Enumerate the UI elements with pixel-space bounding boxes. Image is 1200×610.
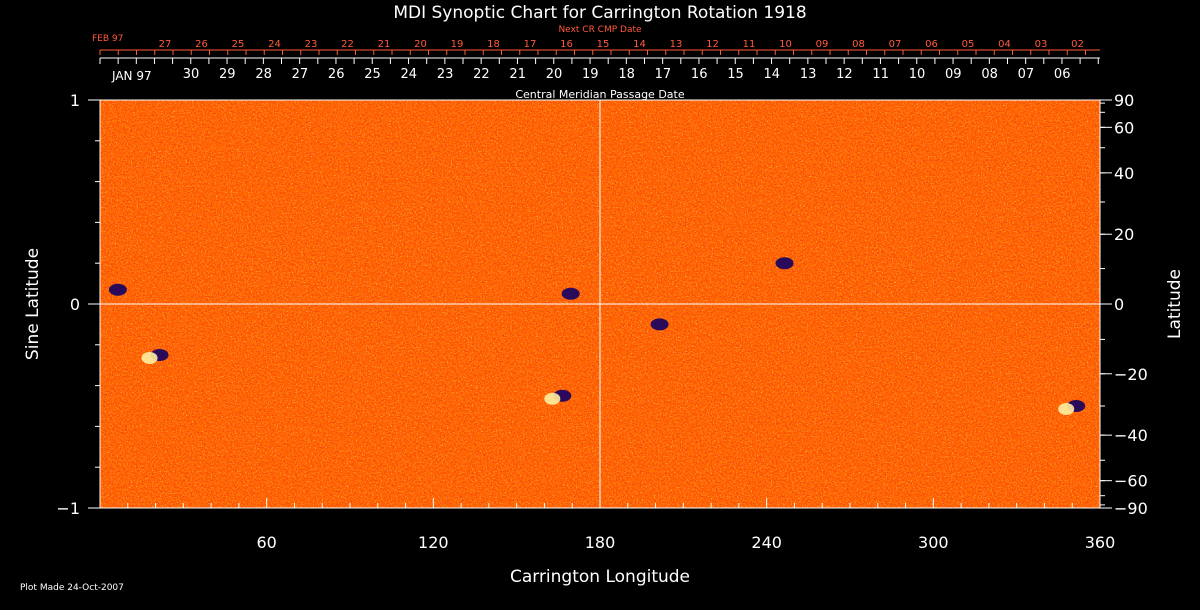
cmp-date-label: 29 xyxy=(219,67,236,82)
active-regions xyxy=(108,257,1086,415)
cmp-date-label: 24 xyxy=(401,67,418,82)
y-left-tick-label: 0 xyxy=(70,295,80,314)
next-cr-label: Next CR CMP Date xyxy=(558,25,642,35)
x-tick-label: 180 xyxy=(585,533,616,552)
next-cr-date-label: 06 xyxy=(925,39,938,50)
next-cr-date-label: 17 xyxy=(524,39,537,50)
cmp-date-label: 19 xyxy=(582,67,599,82)
negative-flux-region xyxy=(108,283,127,296)
x-axis: 60 120 180 240 300 360 xyxy=(127,498,1116,552)
cmp-date-label: 25 xyxy=(364,67,381,82)
next-cr-date-label: 13 xyxy=(670,39,683,50)
y-right-tick-label: 40 xyxy=(1114,164,1134,183)
next-cr-date-label: 21 xyxy=(378,39,391,50)
y-axis-left-label: Sine Latitude xyxy=(23,248,43,360)
next-cr-date-label: 20 xyxy=(414,39,427,50)
synoptic-map xyxy=(100,100,1100,508)
next-cr-date-label: 08 xyxy=(852,39,865,50)
cmp-date-label: 15 xyxy=(727,67,744,82)
next-cr-date-label: 18 xyxy=(487,39,500,50)
positive-flux-region xyxy=(1058,403,1075,415)
chart-title: MDI Synoptic Chart for Carrington Rotati… xyxy=(393,3,806,23)
x-tick-label: 120 xyxy=(418,533,449,552)
cmp-date-label: 13 xyxy=(800,67,817,82)
y-left-tick-label: 1 xyxy=(70,91,80,110)
cmp-date-label: 10 xyxy=(909,67,926,82)
negative-flux-region xyxy=(775,257,794,270)
cmp-date-label: 18 xyxy=(618,67,635,82)
cmp-date-label: 21 xyxy=(509,67,526,82)
next-cr-date-label: 12 xyxy=(706,39,719,50)
y-right-tick-label: −20 xyxy=(1114,365,1148,384)
cmp-month-label: JAN 97 xyxy=(111,69,152,83)
next-cr-date-label: 19 xyxy=(451,39,464,50)
x-tick-label: 300 xyxy=(918,533,949,552)
x-axis-label: Carrington Longitude xyxy=(510,567,690,587)
x-tick-label: 60 xyxy=(256,533,276,552)
next-cr-date-label: 07 xyxy=(889,39,902,50)
cmp-date-label: 07 xyxy=(1018,67,1035,82)
cmp-date-label: 22 xyxy=(473,67,490,82)
next-cr-date-label: 23 xyxy=(305,39,318,50)
next-cr-date-label: 14 xyxy=(633,39,646,50)
next-cr-date-label: 26 xyxy=(195,39,208,50)
next-cr-month-label: FEB 97 xyxy=(92,34,123,44)
negative-flux-region xyxy=(561,287,580,300)
top-scale-label: Central Meridian Passage Date xyxy=(515,88,684,101)
x-tick-label: 360 xyxy=(1085,533,1116,552)
y-axis-left: 1 0 −1 xyxy=(56,91,100,518)
cmp-date-label: 17 xyxy=(655,67,672,82)
next-cr-date-label: 03 xyxy=(1035,39,1048,50)
y-right-tick-label: −90 xyxy=(1114,499,1148,518)
y-left-tick-label: −1 xyxy=(56,499,80,518)
cmp-date-label: 12 xyxy=(836,67,853,82)
cmp-date-label: 16 xyxy=(691,67,708,82)
y-axis-right: 90 60 40 20 0 −20 −40 −60 −90 xyxy=(1100,91,1148,518)
positive-flux-region xyxy=(544,392,561,405)
y-right-tick-label: 0 xyxy=(1114,295,1124,314)
next-cr-date-label: 15 xyxy=(597,39,610,50)
next-cr-date-label: 24 xyxy=(268,39,281,50)
cmp-date-label: 08 xyxy=(981,67,998,82)
y-right-tick-label: 90 xyxy=(1114,91,1134,110)
next-cr-date-label: 05 xyxy=(962,39,975,50)
cmp-date-label: 30 xyxy=(183,67,200,82)
next-cr-date-label: 02 xyxy=(1071,39,1084,50)
y-axis-right-label: Latitude xyxy=(1165,269,1185,339)
cmp-ticks: 30 29 28 27 26 25 24 23 22 21 20 19 18 17 16 15 14 13 12 11… xyxy=(99,57,1100,82)
plot-made-note: Plot Made 24-Oct-2007 xyxy=(20,583,124,593)
y-right-tick-label: −60 xyxy=(1114,472,1148,491)
cmp-date-label: 20 xyxy=(546,67,563,82)
next-cr-date-label: 27 xyxy=(159,39,172,50)
cmp-date-label: 14 xyxy=(764,67,781,82)
cmp-date-label: 23 xyxy=(437,67,454,82)
next-cr-date-label: 25 xyxy=(232,39,245,50)
y-right-tick-label: −40 xyxy=(1114,426,1148,445)
cmp-date-label: 28 xyxy=(255,67,272,82)
y-right-tick-label: 60 xyxy=(1114,118,1134,137)
cmp-date-label: 27 xyxy=(292,67,309,82)
next-cr-date-label: 09 xyxy=(816,39,829,50)
next-cr-date-label: 16 xyxy=(560,39,573,50)
cmp-scale: JAN 97 30 29 28 27 26 25 24 23 22 21 20 19 18 17 16 15 1… xyxy=(99,57,1100,101)
cmp-date-label: 26 xyxy=(328,67,345,82)
cmp-date-label: 06 xyxy=(1054,67,1071,82)
cmp-date-label: 11 xyxy=(872,67,889,82)
next-cr-date-label: 22 xyxy=(341,39,354,50)
next-cr-date-label: 10 xyxy=(779,39,792,50)
x-tick-label: 240 xyxy=(751,533,782,552)
positive-flux-region xyxy=(141,352,158,364)
next-cr-scale: Next CR CMP Date FEB 97 27 26 25 24 23 22 21 20… xyxy=(92,25,1100,55)
next-cr-date-label: 11 xyxy=(743,39,756,50)
cmp-date-label: 09 xyxy=(945,67,962,82)
negative-flux-region xyxy=(650,318,669,331)
next-cr-date-label: 04 xyxy=(998,39,1011,50)
next-cr-ticks: 27 26 25 24 23 22 21 20 19 18 17 16 15 14 13 12 11 10 09 08… xyxy=(99,39,1086,55)
y-right-tick-label: 20 xyxy=(1114,225,1134,244)
